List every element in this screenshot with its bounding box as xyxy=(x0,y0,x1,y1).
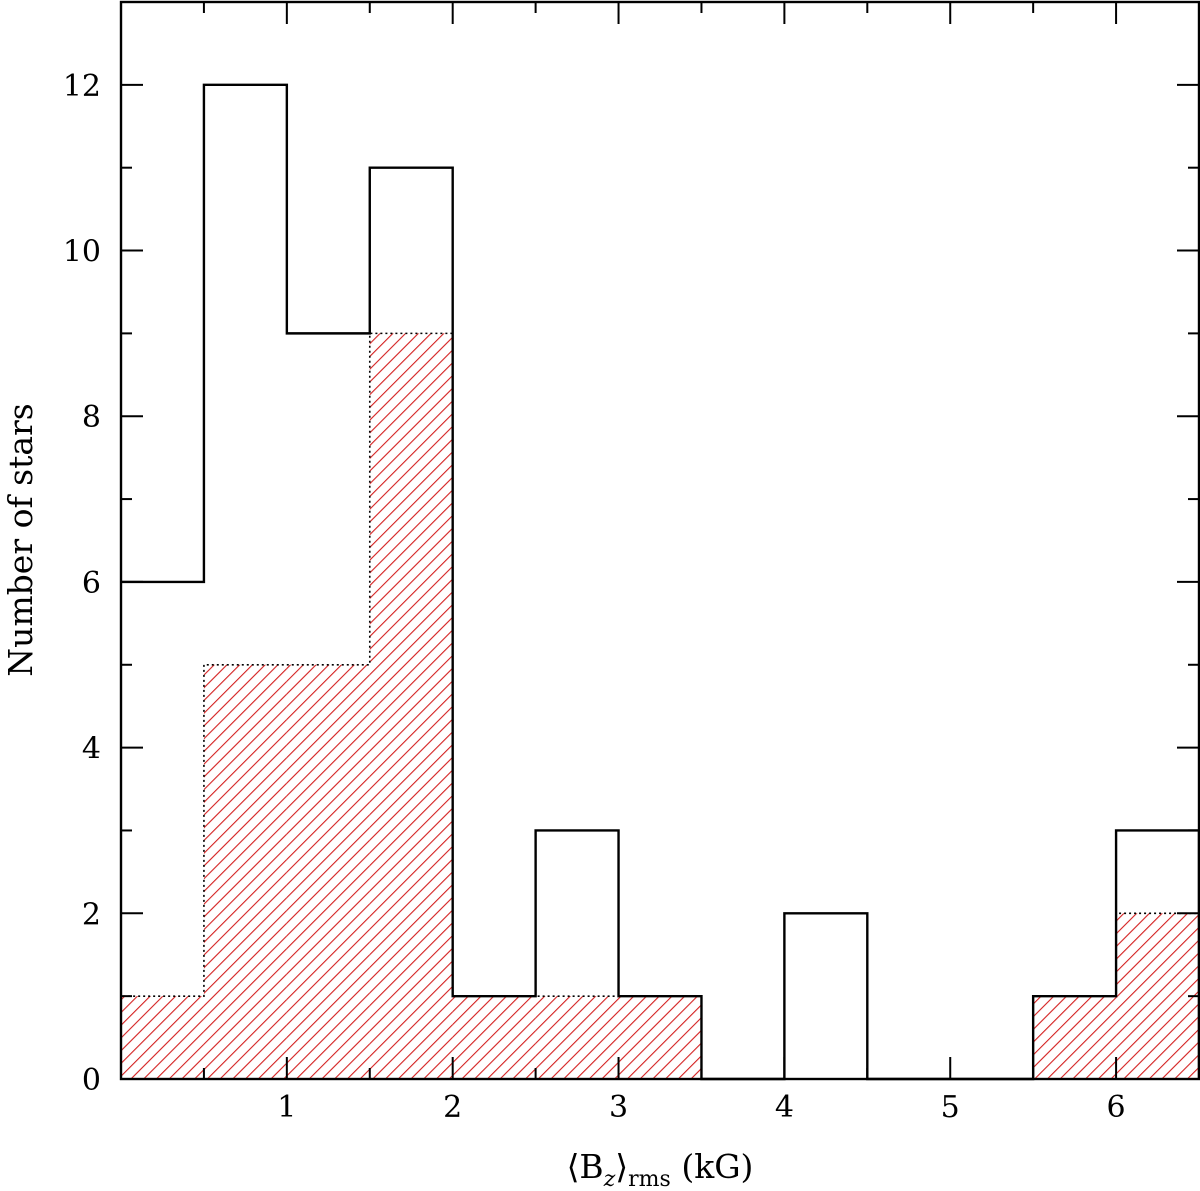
hatched-bar xyxy=(1033,996,1117,1079)
hatched-bar xyxy=(369,333,453,1079)
hatched-bar xyxy=(121,996,204,1079)
x-tick-label: 4 xyxy=(775,1090,794,1125)
y-axis-label: Number of stars xyxy=(1,403,40,677)
hatched-bar xyxy=(1116,913,1199,1079)
plot-frame xyxy=(119,0,1200,1081)
y-tick-label: 6 xyxy=(82,566,101,601)
y-tick-label: 12 xyxy=(63,69,101,104)
hatched-bar xyxy=(452,996,536,1079)
x-tick-label: 2 xyxy=(443,1090,462,1125)
hatched-bar xyxy=(618,996,702,1079)
y-tick-label: 10 xyxy=(63,235,101,270)
hatched-bar xyxy=(203,664,287,1079)
x-tick-label: 1 xyxy=(277,1090,296,1125)
x-tick-label: 5 xyxy=(941,1090,960,1125)
y-tick-label: 4 xyxy=(82,732,101,767)
x-axis-label: ⟨Bz⟩rms (kG) xyxy=(567,1147,754,1191)
y-tick-label: 8 xyxy=(82,400,101,435)
open-histogram-outline xyxy=(121,83,1200,1081)
x-tick-labels: 1 2 3 4 5 6 xyxy=(277,1090,1125,1125)
x-tick-label: 3 xyxy=(609,1090,628,1125)
x-tick-label: 6 xyxy=(1107,1090,1126,1125)
hatched-bar xyxy=(535,996,619,1079)
y-tick-label: 2 xyxy=(82,897,101,932)
hatched-series xyxy=(121,333,1199,1079)
axis-ticks xyxy=(121,2,1199,1080)
y-tick-labels: 0 2 4 6 8 10 12 xyxy=(63,69,101,1098)
hatched-bar xyxy=(286,664,370,1079)
y-tick-label: 0 xyxy=(82,1063,101,1098)
